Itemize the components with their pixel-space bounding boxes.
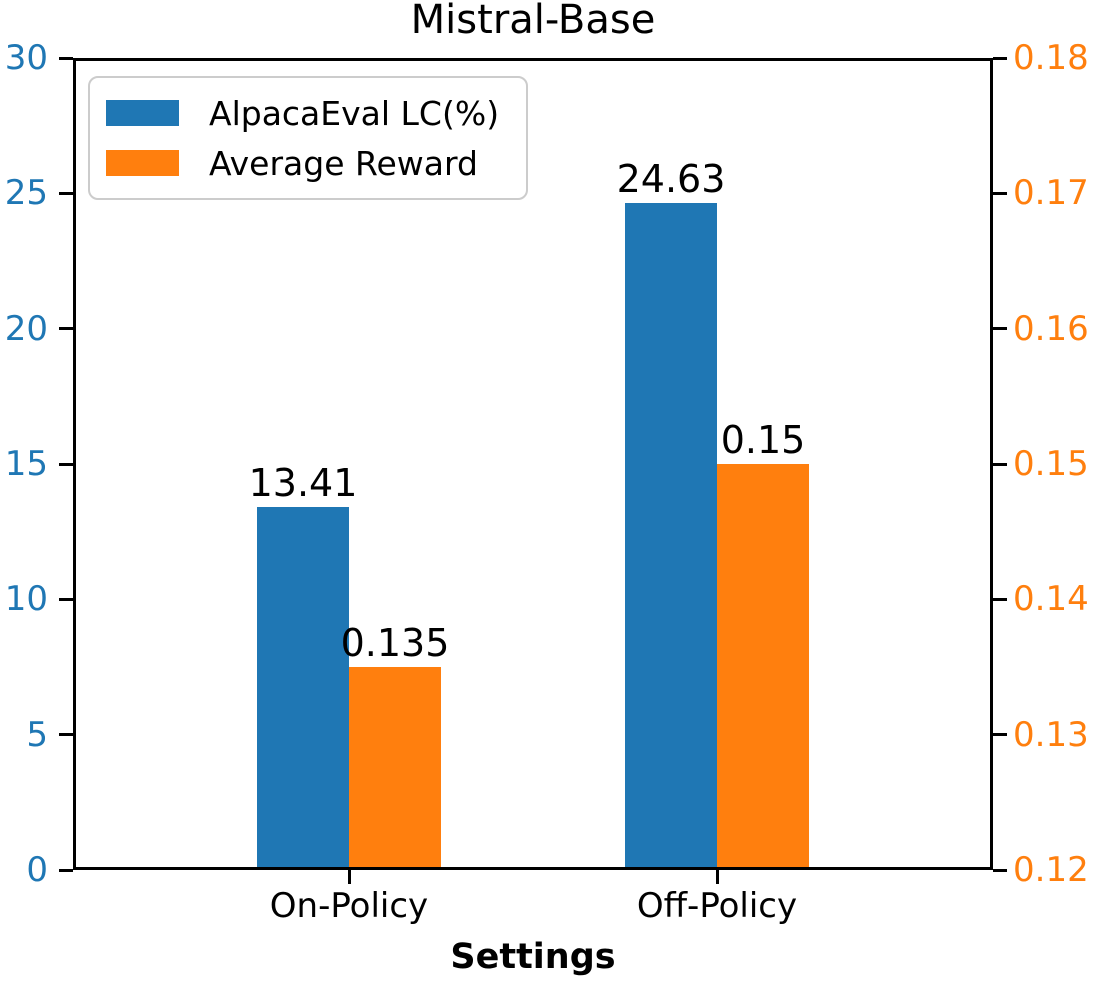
x-axis-tick: [715, 870, 719, 884]
right-axis-tick-label: 0.15: [1013, 444, 1089, 484]
right-axis-tick-label: 0.18: [1013, 38, 1089, 78]
right-axis-tick: [993, 462, 1007, 466]
x-tick-label-on-policy: On-Policy: [269, 886, 429, 926]
legend-swatch-orange-icon: [106, 150, 179, 176]
left-axis-tick: [59, 868, 73, 872]
bar-value-average-reward-on-policy: 0.135: [340, 621, 450, 665]
left-axis-tick-label: 5: [26, 714, 48, 755]
left-axis-tick: [59, 733, 73, 737]
left-axis-tick-label: 30: [4, 38, 48, 78]
right-axis-tick-label: 0.12: [1013, 850, 1089, 890]
left-axis-tick: [59, 56, 73, 60]
left-axis-tick: [59, 597, 73, 601]
chart-title: Mistral-Base: [410, 0, 656, 43]
left-axis-tick-label: 10: [4, 579, 48, 620]
right-axis-tick-label: 0.16: [1013, 308, 1089, 349]
bar-average-reward-off-policy: [717, 464, 809, 870]
legend-swatch-blue-icon: [106, 100, 179, 126]
left-axis-tick: [59, 327, 73, 331]
right-axis-tick: [993, 733, 1007, 737]
x-axis-label: Settings: [450, 937, 616, 977]
right-axis-tick: [993, 327, 1007, 331]
right-axis-tick: [993, 597, 1007, 601]
bar-value-average-reward-off-policy: 0.15: [720, 418, 806, 462]
x-tick-label-off-policy: Off-Policy: [636, 886, 798, 926]
left-axis-tick: [59, 462, 73, 466]
bar-value-alpacaeval-lc-off-policy: 24.63: [616, 157, 726, 202]
bar-alpacaeval-lc-on-policy: [257, 507, 349, 870]
legend: AlpacaEval LC(%) Average Reward: [88, 76, 528, 200]
legend-item-alpacaeval: AlpacaEval LC(%): [106, 92, 510, 134]
legend-label-alpacaeval: AlpacaEval LC(%): [209, 93, 500, 133]
left-axis-tick-label: 20: [4, 308, 48, 349]
left-axis-tick-label: 15: [4, 444, 48, 484]
legend-label-average-reward: Average Reward: [209, 143, 478, 183]
left-axis-tick: [59, 191, 73, 195]
right-axis-tick: [993, 868, 1007, 872]
x-axis-tick: [347, 870, 351, 884]
bar-alpacaeval-lc-off-policy: [625, 203, 717, 870]
right-axis-tick-label: 0.14: [1013, 579, 1089, 620]
bar-value-alpacaeval-lc-on-policy: 13.41: [248, 461, 358, 506]
left-axis-tick-label: 0: [26, 850, 48, 890]
left-axis-tick-label: 25: [4, 173, 48, 214]
right-axis-tick: [993, 191, 1007, 195]
bar-average-reward-on-policy: [349, 667, 441, 870]
right-axis-tick: [993, 56, 1007, 60]
legend-item-average-reward: Average Reward: [106, 142, 510, 184]
right-axis-tick-label: 0.13: [1013, 714, 1089, 755]
right-axis-tick-label: 0.17: [1013, 173, 1089, 214]
